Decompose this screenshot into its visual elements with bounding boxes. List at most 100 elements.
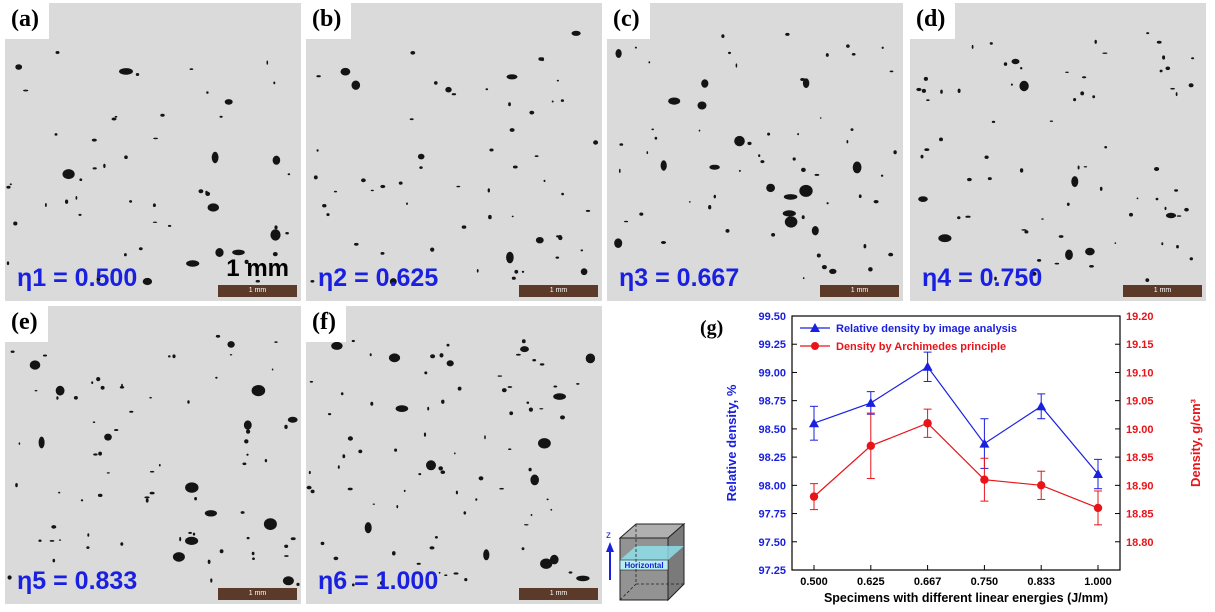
pore (957, 216, 961, 220)
pore (309, 380, 314, 383)
plot-frame (791, 315, 1121, 571)
pore (308, 470, 311, 475)
pore (434, 81, 438, 85)
horizontal-label: Horizontal (624, 561, 663, 570)
micrograph-panel-a: (a) η1 = 0.500 1 mm 1 mm (5, 3, 301, 301)
pore (451, 93, 457, 96)
pore (1162, 55, 1166, 60)
pore (100, 385, 105, 390)
pore (713, 194, 716, 199)
data-point (922, 361, 933, 371)
pore (814, 173, 820, 176)
pore (29, 360, 41, 370)
pore (340, 392, 344, 396)
pore (697, 101, 707, 110)
pore (252, 557, 255, 560)
pore (792, 157, 796, 161)
pore (129, 200, 133, 203)
pore (93, 453, 98, 456)
pore (272, 155, 281, 165)
data-point (809, 418, 819, 428)
pore (38, 436, 45, 449)
pore (920, 154, 924, 159)
pore (427, 406, 430, 411)
pore (507, 386, 513, 388)
pore (194, 497, 198, 501)
y-tick-label: 99.25 (758, 339, 786, 351)
pore (246, 429, 251, 434)
pore (489, 148, 494, 152)
pore (1071, 176, 1079, 188)
pore (320, 541, 325, 546)
pore (916, 87, 922, 92)
pore (1184, 207, 1189, 212)
pore (580, 268, 588, 276)
pore (1020, 67, 1023, 70)
pore (1049, 120, 1054, 122)
pore (1082, 76, 1087, 79)
pore (464, 578, 468, 582)
pore (1104, 146, 1108, 149)
y2-tick-label: 19.00 (1126, 424, 1154, 436)
pore (380, 184, 386, 189)
pore (654, 136, 658, 140)
y-tick-label: 98.00 (758, 480, 786, 492)
pore-map (7, 334, 300, 586)
pore (389, 278, 397, 286)
pore (797, 133, 799, 136)
pore (852, 161, 862, 174)
pore (394, 448, 398, 452)
scale-label: 1 mm (226, 255, 289, 282)
pore (152, 203, 156, 207)
panel-letter: (b) (306, 3, 352, 39)
pore (333, 556, 339, 561)
pore (1176, 215, 1182, 217)
pore (456, 185, 461, 188)
y-axis-label: Relative density, % (724, 384, 739, 501)
pore (370, 401, 374, 406)
pore (543, 179, 546, 183)
pore (1041, 218, 1044, 220)
pore (455, 490, 458, 495)
pore (158, 463, 161, 467)
pore (189, 68, 194, 70)
pore (514, 269, 519, 274)
pore (1145, 278, 1150, 282)
pore (1174, 189, 1179, 192)
pore (418, 473, 422, 476)
pore (138, 247, 143, 251)
pore (550, 508, 553, 511)
pore (392, 551, 396, 556)
pore (18, 442, 21, 445)
pore (306, 485, 312, 490)
pore (91, 138, 97, 142)
pore (829, 268, 837, 274)
pore (785, 32, 790, 36)
pore (206, 91, 209, 94)
pore (521, 270, 525, 273)
pore (287, 416, 298, 423)
micrograph-panel-f: (f) η6 = 1.000 1 mm (306, 306, 602, 604)
pore (251, 385, 266, 397)
pore (799, 184, 813, 197)
scalebar: 1 mm (218, 588, 297, 600)
horizontal-plane-front (619, 559, 669, 571)
pore (224, 99, 233, 105)
pore (114, 115, 118, 118)
pore (938, 234, 952, 243)
pore (509, 128, 515, 132)
pore (782, 210, 796, 217)
pore (918, 196, 928, 203)
data-point (1093, 503, 1103, 513)
pore (271, 368, 274, 371)
pore (87, 533, 90, 537)
pore (351, 339, 355, 343)
pore (273, 81, 276, 85)
pore (104, 433, 112, 441)
pore (79, 178, 83, 181)
y-tick-label: 97.25 (758, 565, 786, 577)
pore (326, 213, 330, 217)
pore (863, 244, 867, 249)
pore (734, 135, 745, 147)
pore (204, 510, 217, 517)
